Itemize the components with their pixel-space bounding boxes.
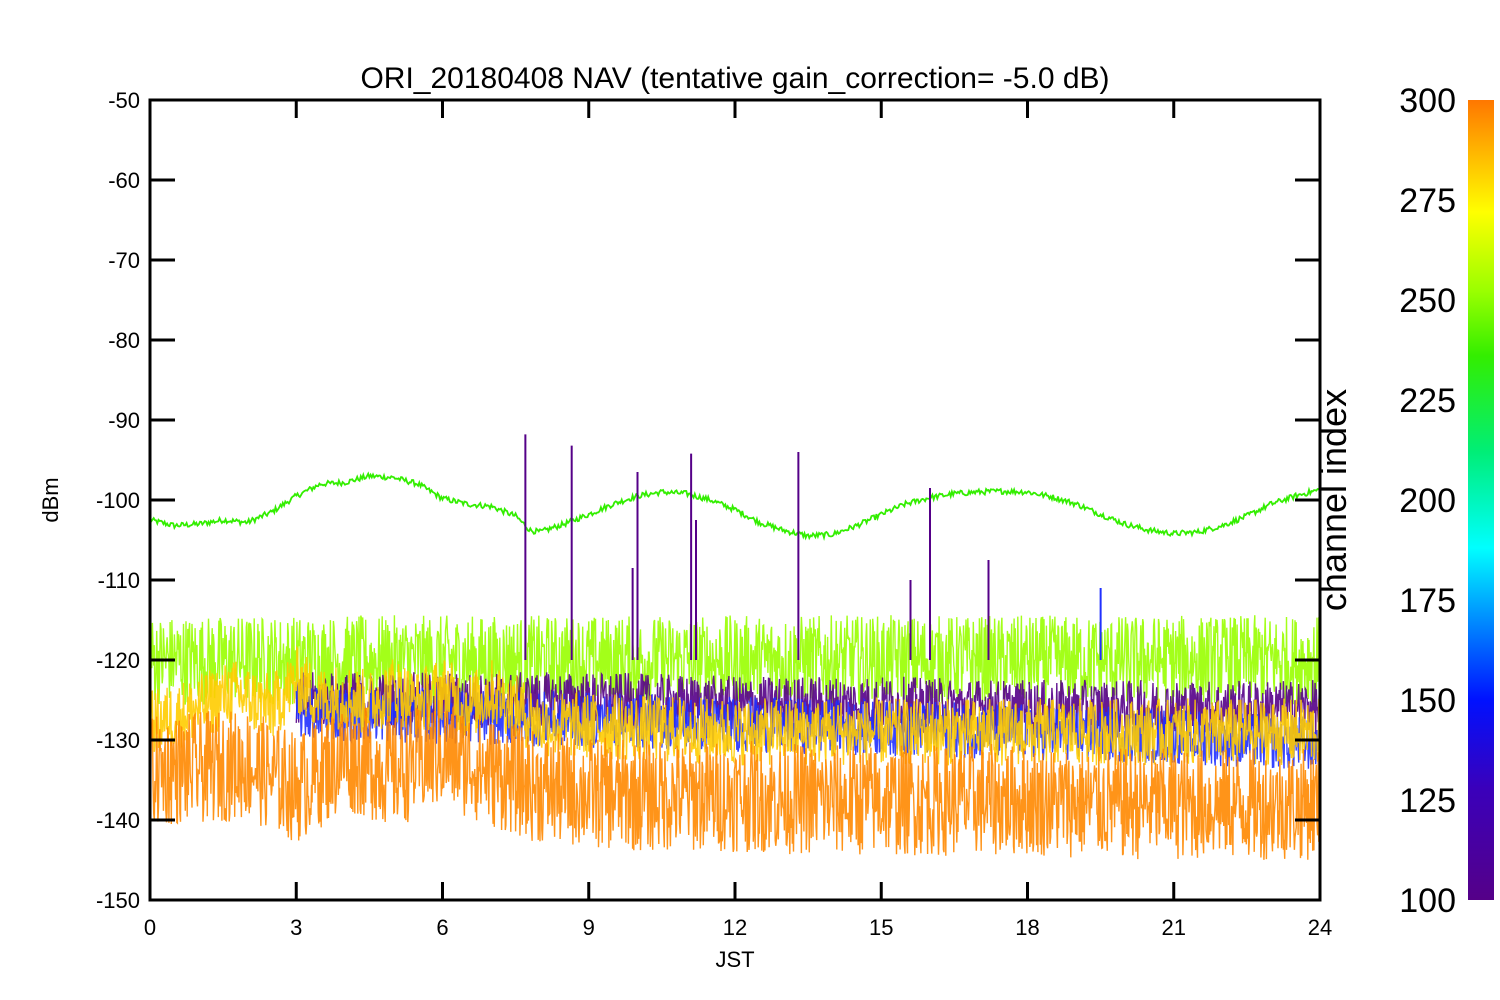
y-tick-label: -110 (98, 568, 140, 593)
series-channel-220 (149, 471, 1321, 541)
x-axis: 0 3 6 9 12 15 18 21 24 (144, 100, 1332, 940)
x-tick-label: 6 (436, 915, 448, 940)
chart-title: ORI_20180408 NAV (tentative gain_correct… (360, 62, 1109, 95)
y-tick-label: -140 (96, 808, 140, 833)
series-channel-300 (149, 700, 1321, 860)
spike-layer (524, 434, 1102, 660)
plot-data-layer (149, 471, 1321, 860)
y-tick-label: -60 (108, 168, 140, 193)
colorbar-tick-label: 275 (1399, 182, 1456, 220)
y-tick-label: -80 (108, 328, 140, 353)
colorbar-tick-label: 175 (1399, 582, 1456, 620)
colorbar-tick-label: 300 (1399, 82, 1456, 120)
colorbar-ticks: 100 125 150 175 200 225 250 275 300 (1399, 82, 1456, 920)
colorbar-tick-label: 200 (1399, 482, 1456, 520)
x-tick-label: 24 (1308, 915, 1332, 940)
x-tick-label: 15 (869, 915, 893, 940)
y-tick-label: -120 (96, 648, 140, 673)
x-tick-label: 12 (723, 915, 747, 940)
colorbar-label: channel index (1313, 389, 1354, 611)
x-axis-label: JST (715, 947, 754, 972)
x-tick-label: 18 (1015, 915, 1039, 940)
x-tick-label: 0 (144, 915, 156, 940)
colorbar-tick-label: 150 (1399, 682, 1456, 720)
x-tick-label: 3 (290, 915, 302, 940)
x-tick-label: 9 (583, 915, 595, 940)
y-tick-label: -150 (96, 888, 140, 913)
x-tick-label: 21 (1162, 915, 1186, 940)
y-tick-label: -100 (96, 488, 140, 513)
y-axis: -50 -60 -70 -80 -90 -100 -110 -120 -130 -140 -150 (96, 88, 1320, 913)
y-axis-label: dBm (38, 477, 63, 522)
colorbar-tick-label: 250 (1399, 282, 1456, 320)
y-tick-label: -50 (108, 88, 140, 113)
y-tick-label: -130 (96, 728, 140, 753)
colorbar (1468, 100, 1494, 900)
y-tick-label: -90 (108, 408, 140, 433)
y-tick-label: -70 (108, 248, 140, 273)
colorbar-tick-label: 225 (1399, 382, 1456, 420)
colorbar-tick-label: 100 (1399, 882, 1456, 920)
colorbar-tick-label: 125 (1399, 782, 1456, 820)
